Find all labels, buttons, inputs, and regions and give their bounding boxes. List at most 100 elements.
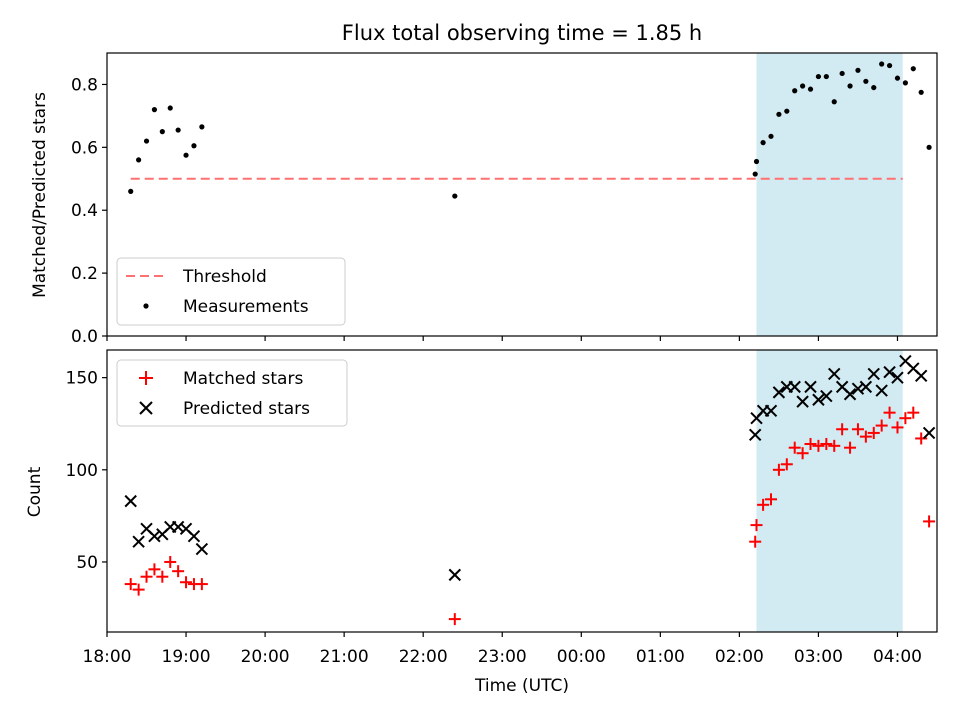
predicted-star-point: [883, 365, 896, 379]
measurement-point: [167, 105, 173, 111]
x-tick-label: 20:00: [241, 647, 290, 667]
predicted-star-point: [867, 367, 880, 381]
measurement-point: [175, 127, 181, 133]
x-tick-label: 02:00: [715, 647, 764, 667]
measurement-point: [847, 83, 853, 89]
measurement-point: [191, 143, 197, 149]
y-tick-label: 150: [66, 369, 98, 389]
measurement-point: [902, 80, 908, 86]
predicted-star-point: [187, 529, 201, 543]
measurement-point: [151, 107, 158, 113]
matched-star-point: [891, 421, 904, 434]
matched-star-point: [820, 438, 833, 450]
matched-star-point: [750, 519, 763, 532]
predicted-star-point: [804, 380, 817, 394]
ratio-marks: [128, 61, 932, 199]
y-tick-label: 50: [76, 553, 98, 573]
measurement-point: [753, 158, 760, 165]
measurement-point: [452, 193, 458, 199]
matched-star-point: [907, 406, 920, 419]
measurement-point: [128, 188, 134, 194]
legend-predicted-label: Predicted stars: [183, 399, 310, 419]
predicted-star-point: [859, 380, 873, 394]
legend-matched-swatch: [139, 371, 153, 385]
x-tick-label: 18:00: [83, 647, 132, 667]
matched-star-point: [757, 498, 770, 511]
x-tick-label: 03:00: [794, 647, 843, 667]
top-y-axis-label: Matched/Predicted stars: [30, 92, 50, 298]
matched-star-point: [132, 583, 145, 596]
measurement-point: [839, 70, 845, 77]
predicted-star-point: [748, 428, 762, 441]
measurement-point: [776, 111, 782, 117]
matched-star-point: [899, 412, 912, 425]
top-axes-frame: [106, 52, 938, 337]
matched-star-point: [804, 438, 817, 450]
matched-star-point: [923, 515, 936, 528]
predicted-star-point: [828, 367, 841, 381]
predicted-star-point: [922, 426, 936, 440]
x-tick-label: 01:00: [636, 647, 685, 667]
top-legend-box: [116, 257, 346, 326]
predicted-star-point: [195, 542, 209, 556]
legend-threshold-label: Threshold: [182, 267, 267, 287]
x-tick-label: 23:00: [478, 647, 527, 667]
matched-star-point: [195, 578, 208, 591]
matched-star-point: [883, 406, 896, 419]
measurement-point: [143, 138, 150, 144]
matched-star-point: [156, 570, 169, 583]
x-axis-label: Time (UTC): [474, 676, 569, 696]
matched-star-point: [788, 441, 801, 454]
predicted-star-point: [764, 404, 778, 418]
bottom-y-ticks: 50 100 150: [66, 369, 107, 573]
predicted-star-point: [132, 535, 145, 548]
x-tick-label: 22:00: [399, 647, 448, 667]
predicted-star-point: [448, 568, 462, 582]
measurement-point: [784, 108, 790, 114]
predicted-star-point: [772, 386, 786, 399]
measurement-point: [823, 73, 829, 80]
matched-star-point: [772, 463, 785, 476]
y-tick-label: 0.8: [71, 75, 98, 95]
matched-star-point: [859, 430, 872, 443]
legend-measurements-label: Measurements: [183, 297, 309, 317]
measurement-point: [910, 66, 916, 72]
top-legend: Threshold Measurements: [116, 257, 346, 326]
observing-window-span: [756, 53, 903, 336]
legend-matched-label: Matched stars: [183, 369, 303, 389]
y-tick-label: 0.6: [71, 138, 98, 158]
measurement-point: [879, 61, 885, 67]
measurement-point: [159, 129, 165, 135]
matched-star-point: [164, 555, 177, 568]
predicted-star-point: [843, 388, 857, 401]
matched-star-point: [796, 447, 809, 460]
matched-star-point: [180, 576, 193, 589]
matched-star-point: [851, 423, 864, 436]
measurement-point: [768, 133, 774, 139]
measurement-point: [807, 86, 814, 92]
matched-star-point: [867, 426, 880, 439]
measurement-point: [863, 78, 869, 84]
matched-star-point: [836, 423, 849, 436]
predicted-star-point: [124, 494, 137, 508]
measurement-point: [871, 84, 877, 91]
bottom-axes-frame: [106, 349, 938, 633]
measurement-point: [926, 144, 932, 150]
measurement-point: [855, 67, 861, 73]
measurement-point: [886, 62, 893, 69]
matched-star-point: [915, 432, 928, 445]
y-tick-label: 0.2: [71, 264, 98, 284]
matched-star-point: [749, 535, 762, 548]
measurement-point: [199, 124, 205, 130]
matched-star-point: [172, 565, 185, 578]
matched-star-point: [765, 493, 777, 506]
matched-star-point: [844, 441, 857, 454]
matched-star-point: [148, 563, 161, 576]
predicted-star-point: [812, 393, 825, 406]
top-x-ticks: [106, 336, 899, 341]
top-y-ticks: 0.0 0.2 0.4 0.6 0.8: [71, 75, 107, 347]
x-tick-label: 04:00: [873, 647, 922, 667]
legend-measurements-swatch: [143, 303, 149, 309]
ratio-panel: 0.0 0.2 0.4 0.6 0.8 Flux total observing tim…: [30, 21, 938, 347]
